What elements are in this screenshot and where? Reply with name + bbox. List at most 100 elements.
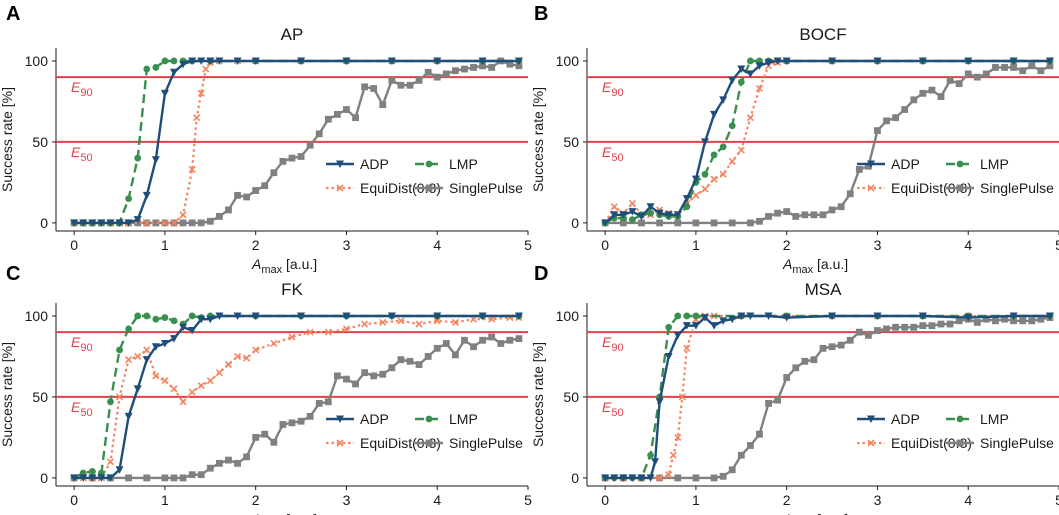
- data-point: [864, 331, 872, 339]
- data-point: [901, 106, 909, 113]
- data-point: [124, 219, 133, 227]
- legend-marker: [956, 184, 964, 192]
- data-point: [488, 333, 496, 341]
- data-point: [873, 57, 882, 65]
- panel-title: FK: [281, 280, 303, 299]
- data-point: [692, 474, 700, 482]
- x-tick-label: 3: [343, 237, 351, 253]
- data-point: [719, 96, 728, 104]
- y-tick-label: 50: [32, 389, 48, 405]
- data-point: [124, 412, 133, 421]
- data-point: [206, 217, 214, 225]
- data-point: [673, 211, 682, 219]
- x-axis-label: Amax [a.u.]: [251, 511, 317, 515]
- data-point: [837, 341, 845, 349]
- x-axis-label: Amax [a.u.]: [251, 256, 317, 276]
- panel-letter: D: [534, 263, 548, 285]
- data-point: [179, 219, 187, 227]
- data-point: [964, 314, 973, 322]
- data-point: [79, 219, 88, 227]
- data-point: [810, 356, 818, 364]
- y-tick-label: 50: [563, 134, 579, 150]
- data-point: [855, 328, 863, 336]
- data-point: [170, 335, 178, 343]
- y-axis-label: Success rate [%]: [530, 342, 546, 447]
- data-point: [115, 466, 124, 474]
- data-point: [746, 312, 755, 320]
- legend: ADP LMP EquiDist(0.8) SinglePulse: [326, 156, 523, 196]
- data-point: [1037, 315, 1045, 323]
- data-point: [415, 361, 423, 368]
- data-point: [719, 143, 727, 151]
- legend-label: ADP: [360, 156, 389, 172]
- data-point: [1009, 312, 1018, 320]
- data-point: [342, 57, 351, 65]
- data-point: [88, 474, 97, 482]
- data-point: [188, 327, 197, 335]
- data-point: [152, 64, 160, 71]
- data-point: [143, 474, 151, 482]
- data-point: [170, 385, 178, 393]
- data-point: [379, 318, 387, 326]
- data-point: [846, 336, 854, 344]
- data-point: [134, 154, 142, 162]
- data-point: [197, 57, 206, 65]
- data-point: [115, 219, 124, 227]
- data-point: [665, 471, 673, 479]
- data-point: [261, 430, 269, 438]
- data-point: [678, 393, 686, 401]
- legend-label: SinglePulse: [980, 435, 1054, 451]
- data-point: [514, 312, 523, 320]
- x-tick-label: 5: [1055, 237, 1059, 253]
- data-point: [506, 336, 514, 344]
- data-point: [746, 114, 754, 122]
- data-point: [215, 312, 224, 320]
- legend: ADP LMP EquiDist(0.8) SinglePulse: [857, 411, 1054, 451]
- data-point: [197, 89, 205, 97]
- data-point: [691, 322, 700, 330]
- data-point: [343, 375, 350, 383]
- data-point: [515, 62, 523, 70]
- data-point: [134, 312, 142, 320]
- data-point: [919, 322, 927, 330]
- data-point: [202, 65, 210, 73]
- legend-label: SinglePulse: [980, 180, 1054, 196]
- data-point: [97, 474, 106, 482]
- data-point: [764, 59, 773, 67]
- data-point: [801, 357, 809, 365]
- panel-b: B BOCF 0 50 100 0 1 2 3 4 5 Amax [a.u.] Success rate…: [530, 3, 1059, 276]
- data-point: [901, 323, 909, 331]
- data-point: [946, 320, 954, 328]
- data-point: [424, 353, 432, 360]
- x-tick-label: 2: [783, 492, 791, 508]
- data-point: [628, 199, 636, 208]
- data-point: [792, 364, 800, 372]
- x-tick-label: 4: [433, 492, 441, 508]
- data-point: [651, 458, 660, 466]
- data-point: [206, 464, 214, 472]
- data-point: [243, 354, 251, 362]
- data-point: [70, 474, 79, 482]
- data-point: [628, 216, 636, 224]
- legend-marker: [336, 160, 344, 168]
- x-tick-label: 4: [964, 492, 972, 508]
- data-point: [964, 70, 972, 78]
- reference-label-e50: E50: [602, 144, 624, 164]
- data-point: [179, 474, 187, 482]
- data-point: [215, 57, 224, 65]
- data-point: [406, 357, 414, 365]
- y-axis-label: Success rate [%]: [0, 87, 15, 192]
- data-point: [161, 314, 169, 321]
- series-singlepulse: [70, 333, 523, 482]
- data-point: [106, 219, 115, 227]
- data-point: [197, 471, 205, 479]
- data-point: [973, 319, 981, 326]
- data-point: [197, 315, 206, 324]
- data-point: [610, 474, 619, 482]
- data-point: [324, 115, 332, 123]
- data-point: [415, 320, 423, 328]
- data-point: [379, 370, 387, 378]
- data-point: [179, 398, 187, 406]
- data-point: [873, 312, 882, 320]
- data-point: [161, 474, 169, 482]
